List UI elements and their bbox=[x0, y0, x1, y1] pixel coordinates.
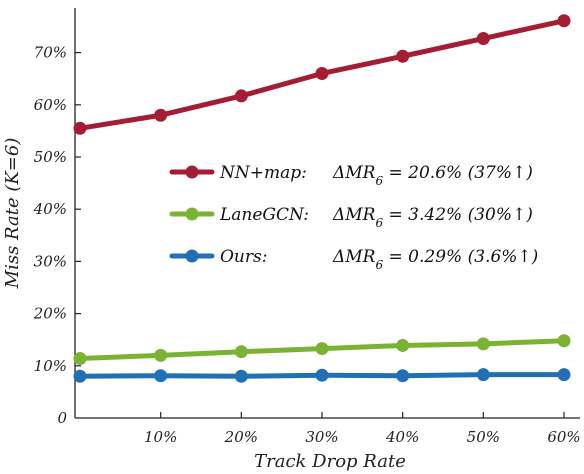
legend-marker-nn-map bbox=[185, 165, 199, 179]
data-point-nn-map bbox=[557, 14, 571, 28]
y-ticks: 0 10% 20% 30% 40% 50% 60% 70% bbox=[33, 44, 81, 427]
series-points bbox=[73, 14, 571, 383]
data-point-lanegcn bbox=[154, 348, 168, 362]
legend-metric-value: = 3.42% (30%↑) bbox=[383, 205, 533, 225]
y-tick-label: 60% bbox=[34, 96, 67, 114]
x-axis-title: Track Drop Rate bbox=[254, 451, 406, 472]
data-point-ours bbox=[234, 369, 248, 383]
y-tick-label: 0 bbox=[57, 409, 67, 427]
legend-marker-ours bbox=[185, 249, 199, 263]
legend-metric-lanegcn: ΔMR6 = 3.42% (30%↑) bbox=[332, 205, 533, 230]
x-tick-label: 30% bbox=[305, 428, 338, 446]
y-tick-label: 40% bbox=[33, 200, 67, 218]
legend-label-nn-map: NN+map: bbox=[219, 163, 307, 183]
data-point-nn-map bbox=[315, 66, 329, 80]
x-tick-label: 10% bbox=[144, 428, 177, 446]
legend-metric-subscript: 6 bbox=[375, 258, 383, 272]
data-point-lanegcn bbox=[73, 351, 87, 365]
data-point-lanegcn bbox=[557, 334, 571, 348]
data-point-nn-map bbox=[234, 89, 248, 103]
data-point-ours bbox=[73, 369, 87, 383]
x-ticks: 10% 20% 30% 40% 50% 60% bbox=[144, 412, 581, 446]
y-tick-label: 70% bbox=[34, 44, 67, 62]
legend-metric-value: = 20.6% (37%↑) bbox=[383, 163, 533, 183]
legend: NN+map: ΔMR6 = 20.6% (37%↑)LaneGCN: ΔMR6 =… bbox=[169, 163, 538, 272]
legend-metric-name: ΔMR bbox=[332, 163, 376, 183]
data-point-nn-map bbox=[476, 32, 490, 46]
legend-label-ours: Ours: bbox=[220, 247, 267, 267]
data-point-lanegcn bbox=[234, 345, 248, 359]
y-tick-label: 30% bbox=[34, 252, 67, 270]
legend-metric-subscript: 6 bbox=[375, 216, 383, 230]
data-point-ours bbox=[476, 368, 490, 382]
axes bbox=[74, 8, 580, 419]
y-axis-title: Miss Rate (K=6) bbox=[2, 138, 23, 290]
x-tick-label: 60% bbox=[547, 428, 580, 446]
legend-metric-value: = 0.29% (3.6%↑) bbox=[383, 247, 538, 267]
legend-metric-name: ΔMR bbox=[332, 205, 376, 225]
legend-metric-nn-map: ΔMR6 = 20.6% (37%↑) bbox=[332, 163, 533, 188]
legend-metric-subscript: 6 bbox=[375, 174, 383, 188]
y-tick-label: 10% bbox=[34, 357, 67, 375]
legend-metric-ours: ΔMR6 = 0.29% (3.6%↑) bbox=[332, 247, 538, 272]
y-tick-label: 50% bbox=[34, 148, 67, 166]
x-tick-label: 40% bbox=[385, 428, 419, 446]
x-tick-label: 20% bbox=[224, 428, 258, 446]
legend-label-lanegcn: LaneGCN: bbox=[219, 205, 309, 225]
data-point-nn-map bbox=[396, 49, 410, 63]
y-tick-label: 20% bbox=[33, 305, 67, 323]
legend-metric-name: ΔMR bbox=[332, 247, 376, 267]
legend-marker-lanegcn bbox=[185, 207, 199, 221]
data-point-lanegcn bbox=[396, 338, 410, 352]
data-point-nn-map bbox=[73, 121, 87, 135]
data-point-lanegcn bbox=[315, 342, 329, 356]
data-point-ours bbox=[154, 369, 168, 383]
data-point-nn-map bbox=[154, 108, 168, 122]
data-point-ours bbox=[396, 369, 410, 383]
data-point-lanegcn bbox=[476, 337, 490, 351]
x-tick-label: 50% bbox=[467, 428, 500, 446]
data-point-ours bbox=[557, 368, 571, 382]
data-point-ours bbox=[315, 368, 329, 382]
